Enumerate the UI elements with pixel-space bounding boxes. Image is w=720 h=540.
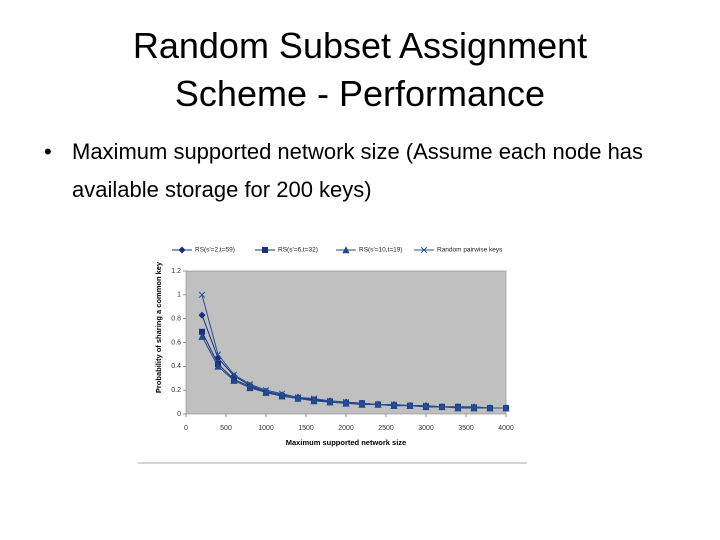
legend-marker [178, 246, 186, 254]
x-tick-label: 500 [220, 425, 232, 432]
data-point [278, 392, 286, 400]
legend-marker [342, 246, 350, 254]
y-tick-label: 0 [177, 411, 181, 418]
x-tick-label: 1000 [258, 425, 274, 432]
data-point [310, 395, 318, 402]
data-point [358, 400, 366, 407]
slide-title: Random Subset Assignment Scheme - Perfor… [132, 25, 588, 114]
legend-label: RS(s'=2,t=59) [195, 247, 235, 254]
x-tick-label: 2000 [338, 425, 354, 432]
data-point [198, 332, 206, 340]
data-point [342, 398, 350, 406]
data-point [294, 394, 302, 401]
data-point [454, 403, 462, 411]
data-point [470, 403, 478, 411]
legend-label: RS(s'=6,t=32) [278, 247, 318, 254]
data-point [246, 383, 254, 392]
data-point [422, 402, 430, 409]
data-point [230, 371, 238, 378]
data-point [326, 397, 334, 405]
data-point [246, 381, 254, 388]
data-point [230, 376, 238, 384]
data-point [198, 291, 206, 298]
y-tick-label: 0.6 [171, 339, 181, 346]
bullet-text: Maximum supported network size (Assume e… [72, 139, 644, 202]
data-point [390, 401, 398, 408]
legend-label: Random pairwise keys [437, 247, 503, 254]
data-point [214, 362, 222, 370]
x-tick-label: 3500 [458, 425, 474, 432]
data-point [262, 388, 270, 396]
data-point [502, 404, 510, 412]
y-tick-label: 0.2 [171, 387, 181, 394]
data-point [278, 390, 286, 397]
series-line [201, 336, 506, 409]
data-point [262, 387, 270, 394]
data-point [486, 404, 494, 412]
plot-area [185, 270, 507, 415]
x-tick-label: 3000 [418, 425, 434, 432]
y-axis-title: Probability of sharing a common key [154, 261, 163, 393]
y-tick-label: 0.8 [171, 316, 181, 323]
y-tick-label: 1 [177, 292, 181, 299]
legend-label: RS(s'=10,t=19) [359, 247, 403, 254]
data-point [406, 402, 414, 409]
y-tick-label: 1.2 [171, 268, 181, 275]
series-line [201, 294, 506, 409]
data-point [214, 351, 222, 358]
bullet-dot: • [44, 139, 52, 164]
x-tick-label: 0 [184, 425, 188, 432]
data-point [310, 396, 318, 405]
legend-marker [420, 246, 428, 254]
legend-marker [262, 247, 268, 253]
x-tick-label: 4000 [498, 425, 514, 432]
x-tick-label: 2500 [378, 425, 394, 432]
data-point [198, 311, 206, 319]
y-tick-label: 0.4 [171, 363, 181, 370]
data-point [438, 403, 446, 411]
x-tick-label: 1500 [298, 425, 314, 432]
data-point [374, 401, 382, 408]
x-axis-title: Maximum supported network size [286, 438, 406, 447]
